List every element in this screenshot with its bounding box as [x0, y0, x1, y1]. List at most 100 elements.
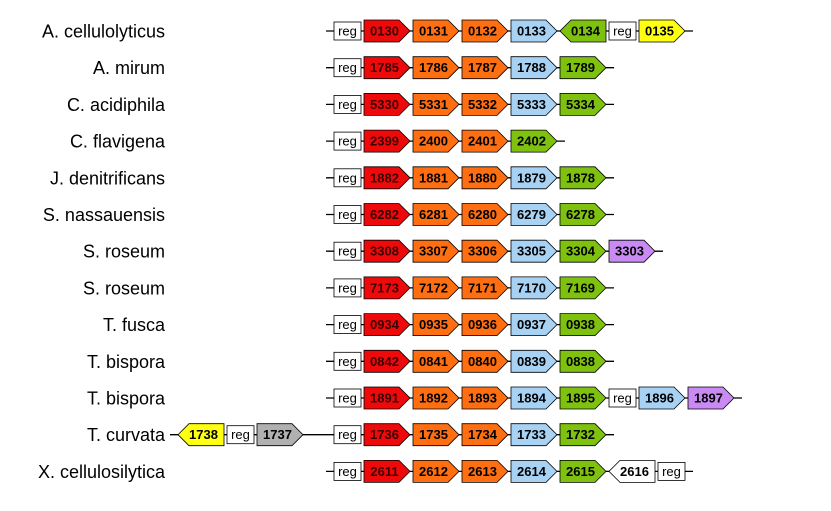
gene-arrow-shape: [559, 93, 607, 116]
gene-label: 6278: [566, 207, 595, 222]
gene-arrow: 2400: [412, 129, 460, 153]
gene-arrow-shape: [559, 166, 607, 190]
regulator-label: reg: [338, 170, 357, 185]
species-label: J. denitrificans: [50, 168, 165, 188]
gene-arrow-shape: [510, 423, 558, 447]
gene-label: 7171: [468, 280, 497, 295]
gene-arrow-shape: [363, 166, 411, 190]
gene-label: 2401: [468, 134, 497, 149]
species-label: X. cellulosilytica: [38, 462, 166, 482]
regulator-box: [333, 425, 362, 445]
gene-arrow-shape: [510, 313, 558, 336]
gene-arrow: 1788: [510, 56, 558, 80]
species-label: T. bispora: [87, 389, 166, 409]
regulator-box: [608, 388, 637, 408]
gene-arrow: 1785: [363, 56, 411, 80]
gene-arrow: 5330: [363, 93, 411, 116]
gene-arrow-shape: [461, 19, 509, 43]
gene-label: 1788: [517, 60, 546, 75]
gene-arrow: 6279: [510, 203, 558, 226]
gene-label: 0935: [419, 317, 448, 332]
regulator-gene: reg: [608, 21, 637, 41]
gene-arrow: 1786: [412, 56, 460, 80]
gene-arrow: 2402: [510, 129, 558, 153]
gene-arrow-shape: [638, 19, 686, 43]
gene-arrow-shape: [608, 460, 656, 483]
gene-label: 2612: [419, 464, 448, 479]
gene-label: 1738: [189, 427, 218, 442]
regulator-gene: reg: [333, 425, 362, 445]
regulator-label: reg: [338, 97, 357, 112]
gene-arrow-shape: [510, 386, 558, 410]
gene-label: 2400: [419, 134, 448, 149]
regulator-box: [333, 58, 362, 78]
cluster-row: T. bispora reg 0842 0841 0840 0839 0838: [87, 349, 614, 373]
regulator-box: [333, 205, 362, 224]
gene-label: 7173: [370, 280, 399, 295]
gene-arrow-shape: [461, 386, 509, 410]
gene-label: 1880: [468, 170, 497, 185]
gene-label: 0936: [468, 317, 497, 332]
regulator-label: reg: [338, 280, 357, 295]
gene-label: 7170: [517, 280, 546, 295]
gene-arrow: 3308: [363, 239, 411, 263]
gene-arrow-shape: [461, 166, 509, 190]
regulator-gene: reg: [333, 205, 362, 224]
gene-arrow-shape: [363, 19, 411, 43]
gene-arrow-shape: [363, 239, 411, 263]
gene-label: 2611: [370, 464, 398, 479]
regulator-label: reg: [338, 427, 357, 442]
gene-arrow: 7171: [461, 276, 509, 300]
gene-label: 3306: [468, 244, 497, 259]
gene-label: 3303: [615, 244, 644, 259]
gene-arrow-shape: [461, 349, 509, 373]
gene-arrow: 0838: [559, 349, 607, 373]
regulator-label: reg: [338, 391, 357, 406]
gene-label: 0938: [566, 317, 595, 332]
gene-arrow-shape: [461, 423, 509, 447]
gene-label: 5334: [566, 97, 596, 112]
regulator-label: reg: [338, 464, 357, 479]
gene-label: 1895: [566, 391, 595, 406]
gene-arrow-shape: [363, 129, 411, 153]
gene-arrow: 2615: [559, 460, 607, 483]
gene-arrow-shape: [638, 386, 686, 410]
regulator-box: [608, 21, 637, 41]
gene-label: 1734: [468, 427, 498, 442]
species-label: S. nassauensis: [43, 205, 165, 225]
gene-arrow-shape: [510, 203, 558, 226]
gene-arrow-shape: [412, 19, 460, 43]
regulator-box: [333, 278, 362, 298]
gene-label: 1891: [370, 391, 399, 406]
gene-label: 2402: [517, 134, 546, 149]
gene-arrow: 0840: [461, 349, 509, 373]
gene-arrow-shape: [412, 166, 460, 190]
gene-arrow-shape: [510, 276, 558, 300]
gene-label: 1789: [566, 60, 595, 75]
gene-arrow-shape: [363, 56, 411, 80]
gene-arrow: 0936: [461, 313, 509, 336]
gene-arrow-shape: [412, 460, 460, 483]
gene-arrow: 1897: [687, 386, 735, 410]
gene-arrow-shape: [510, 129, 558, 153]
gene-arrow-shape: [412, 386, 460, 410]
gene-arrow-shape: [510, 460, 558, 483]
gene-arrow: 7172: [412, 276, 460, 300]
gene-arrow: 6281: [412, 203, 460, 226]
gene-arrow-shape: [363, 276, 411, 300]
gene-arrow: 0938: [559, 313, 607, 336]
gene-label: 1893: [468, 391, 497, 406]
gene-arrow-shape: [510, 349, 558, 373]
gene-arrow-shape: [363, 423, 411, 447]
gene-arrow: 0934: [363, 313, 411, 336]
species-label: T. fusca: [103, 315, 166, 335]
regulator-label: reg: [338, 207, 357, 222]
gene-arrow-shape: [412, 349, 460, 373]
regulator-label: reg: [338, 317, 357, 332]
cluster-row: T. fusca reg 0934 0935 0936 0937 0938: [103, 313, 614, 336]
gene-arrow-shape: [363, 460, 411, 483]
gene-arrow-shape: [461, 129, 509, 153]
regulator-box: [333, 461, 362, 481]
gene-arrow: 0133: [510, 19, 558, 43]
gene-arrow: 2611: [363, 460, 411, 483]
